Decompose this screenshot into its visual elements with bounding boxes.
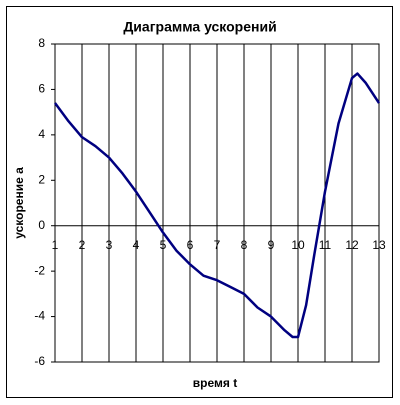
- y-tick-label: -6: [34, 354, 45, 368]
- x-tick-label: 3: [106, 238, 113, 252]
- x-tick-label: 8: [241, 238, 248, 252]
- y-tick-label: -2: [34, 263, 45, 277]
- x-tick-label: 12: [345, 238, 359, 252]
- x-tick-label: 13: [372, 238, 386, 252]
- x-tick-label: 11: [319, 238, 332, 252]
- y-tick-label: -4: [34, 309, 45, 323]
- x-tick-label: 1: [52, 238, 59, 252]
- x-tick-label: 10: [291, 238, 305, 252]
- y-tick-label: 2: [38, 172, 45, 186]
- chart-title: Диаграмма ускорений: [123, 19, 276, 35]
- x-tick-label: 6: [187, 238, 194, 252]
- y-axis-title: ускорение a: [12, 167, 26, 239]
- x-tick-label: 7: [214, 238, 221, 252]
- x-tick-label: 4: [133, 238, 140, 252]
- y-tick-label: 4: [38, 127, 45, 141]
- x-tick-label: 5: [160, 238, 167, 252]
- y-tick-label: 8: [38, 36, 45, 50]
- y-tick-label: 6: [38, 82, 45, 96]
- y-tick-label: 0: [38, 218, 45, 232]
- x-axis-title: время t: [193, 376, 237, 390]
- x-tick-label: 9: [268, 238, 275, 252]
- x-tick-label: 2: [79, 238, 86, 252]
- data-line: [53, 72, 381, 339]
